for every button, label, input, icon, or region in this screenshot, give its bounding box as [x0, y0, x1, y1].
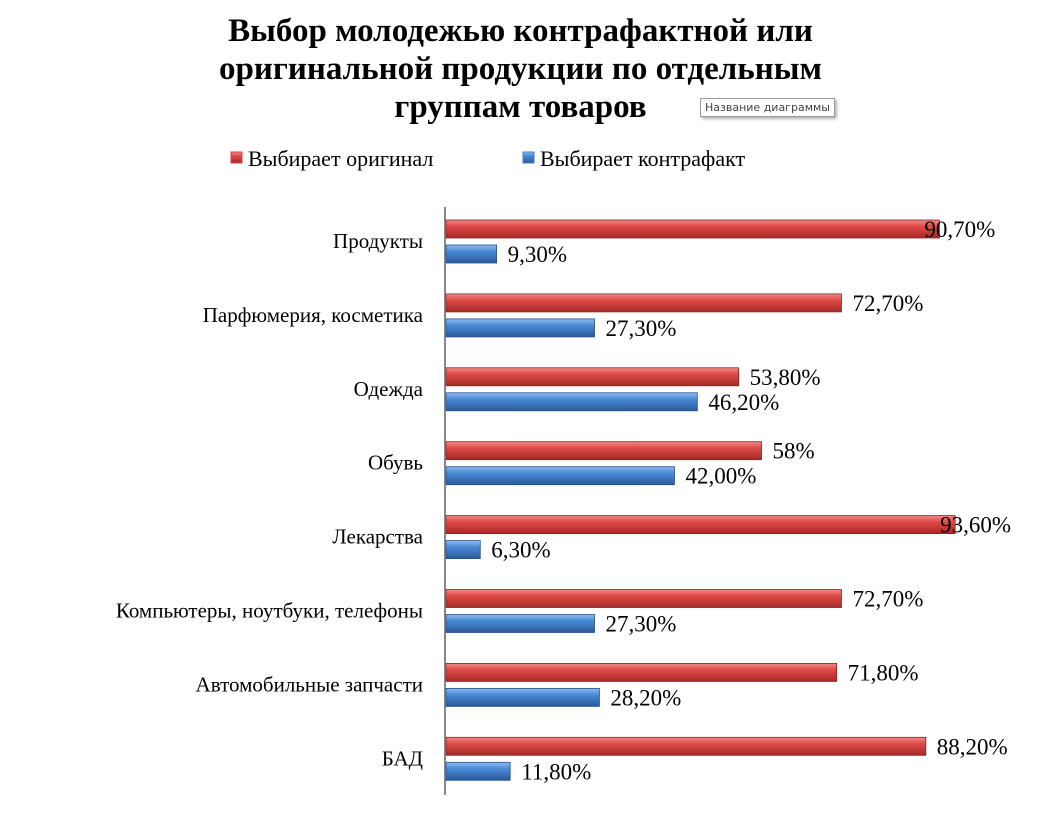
category-label: БАД [382, 746, 423, 770]
bar-counterfeit [445, 540, 481, 559]
category-label: Обувь [368, 451, 423, 475]
bar-counterfeit [445, 688, 600, 707]
category-label: Одежда [354, 377, 424, 401]
category-label: Автомобильные запчасти [196, 672, 423, 696]
data-label: 90,70% [924, 217, 995, 242]
bar-original [445, 219, 940, 239]
bar-original [445, 515, 956, 534]
bar-counterfeit [445, 761, 511, 781]
title-line: Выбор молодежью контрафактной или [228, 13, 813, 49]
data-label: 88,20% [937, 734, 1008, 759]
bar-counterfeit [445, 244, 497, 264]
data-label: 72,70% [852, 587, 923, 612]
data-label: 11,80% [521, 759, 591, 784]
data-label: 46,20% [708, 390, 779, 415]
bar-counterfeit [445, 466, 675, 486]
category-label: Лекарства [332, 525, 423, 549]
bar-original [445, 293, 842, 313]
category-label: Парфюмерия, косметика [203, 303, 424, 327]
legend-label-0: Выбирает оригинал [248, 146, 433, 171]
legend-swatch-1 [522, 151, 535, 164]
bar-original [445, 367, 740, 387]
chart-title-tooltip: Название диаграммы [700, 98, 835, 117]
legend-swatch-0 [230, 151, 243, 164]
chart-title[interactable]: Выбор молодежью контрафактной или оригин… [0, 12, 1041, 126]
bar-original [445, 663, 837, 682]
data-label: 72,70% [852, 291, 923, 316]
data-label: 9,30% [508, 242, 567, 267]
data-label: 27,30% [606, 316, 677, 341]
data-label: 53,80% [750, 365, 821, 390]
bar-original [445, 736, 927, 756]
bar-counterfeit [445, 318, 595, 338]
data-label: 6,30% [491, 538, 550, 563]
title-line: оригинальной продукции по отдельным [219, 51, 822, 87]
bar-original [445, 441, 762, 461]
title-line: группам товаров [394, 89, 647, 125]
data-label: 27,30% [606, 612, 677, 637]
category-label: Продукты [333, 229, 423, 253]
bar-counterfeit [445, 392, 698, 412]
bar-original [445, 589, 842, 608]
legend-label-1: Выбирает контрафакт [540, 146, 745, 171]
bar-counterfeit [445, 614, 595, 633]
data-label: 58% [773, 439, 815, 464]
data-label: 28,20% [610, 685, 681, 710]
data-label: 42,00% [685, 464, 756, 489]
category-label: Компьютеры, ноутбуки, телефоны [116, 599, 423, 623]
data-label: 93,60% [940, 513, 1011, 538]
data-label: 71,80% [848, 660, 919, 685]
